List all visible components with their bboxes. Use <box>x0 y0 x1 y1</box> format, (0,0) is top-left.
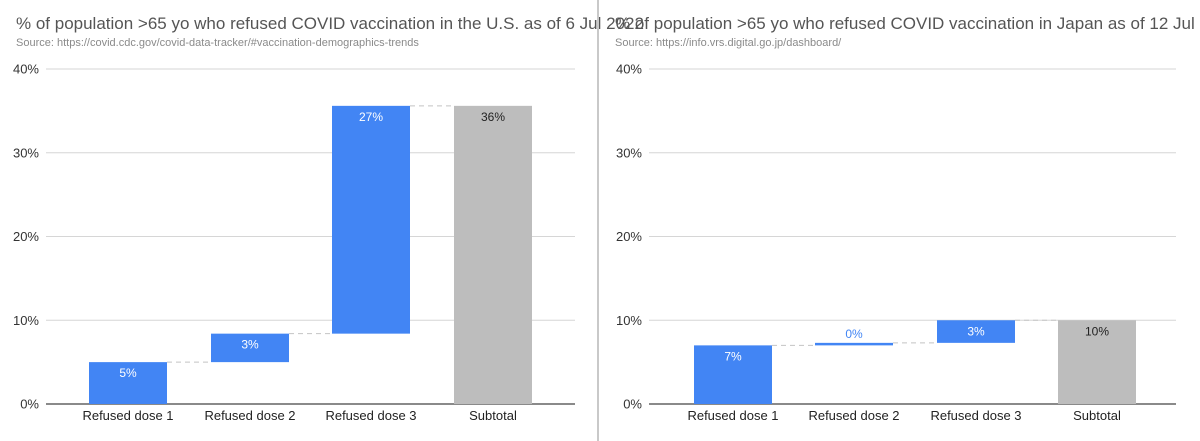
data-label: 10% <box>1085 324 1109 338</box>
y-tick-label: 40% <box>13 62 39 77</box>
chart-source: Source: https://info.vrs.digital.go.jp/d… <box>615 37 842 49</box>
category-label: Refused dose 2 <box>808 408 899 423</box>
data-label: 3% <box>241 338 259 352</box>
bar-increase <box>89 362 167 404</box>
data-label: 36% <box>481 110 505 124</box>
category-label: Refused dose 1 <box>82 408 173 423</box>
chart-panel-japan: % of population >65 yo who refused COVID… <box>599 0 1200 441</box>
data-label: 7% <box>724 349 742 363</box>
panel-divider <box>597 0 599 441</box>
y-tick-label: 30% <box>616 145 642 160</box>
bar-increase <box>815 342 893 346</box>
y-tick-label: 0% <box>623 397 642 412</box>
data-label: 5% <box>119 366 137 380</box>
bar-increase <box>211 333 289 363</box>
category-label: Refused dose 3 <box>930 408 1021 423</box>
y-tick-label: 10% <box>616 313 642 328</box>
data-label: 0% <box>845 327 863 341</box>
bar-increase <box>937 320 1015 343</box>
y-tick-label: 0% <box>20 397 39 412</box>
y-tick-label: 10% <box>13 313 39 328</box>
data-label: 27% <box>359 110 383 124</box>
y-tick-label: 40% <box>616 62 642 77</box>
data-label: 3% <box>967 324 985 338</box>
category-label: Subtotal <box>469 408 517 423</box>
bar-subtotal <box>454 105 532 404</box>
bar-subtotal <box>1058 320 1136 404</box>
category-label: Refused dose 2 <box>204 408 295 423</box>
chart-title: % of population >65 yo who refused COVID… <box>16 14 644 33</box>
chart-plot-japan: 0% 10% 20% 30% 40% 7% Refused dose 1 0% Refused … <box>616 62 1176 423</box>
chart-panel-us: % of population >65 yo who refused COVID… <box>0 0 644 441</box>
y-tick-label: 20% <box>13 229 39 244</box>
y-tick-label: 30% <box>13 145 39 160</box>
chart-title: % of population >65 yo who refused COVID… <box>615 14 1200 33</box>
bar-increase <box>332 105 410 334</box>
chart-source: Source: https://covid.cdc.gov/covid-data… <box>16 37 419 49</box>
category-label: Refused dose 1 <box>687 408 778 423</box>
bar-increase <box>694 345 772 404</box>
category-label: Refused dose 3 <box>325 408 416 423</box>
category-label: Subtotal <box>1073 408 1121 423</box>
y-tick-label: 20% <box>616 229 642 244</box>
chart-plot-us: 0% 10% 20% 30% 40% 5% Refused dose 1 3% Refused … <box>13 62 575 423</box>
